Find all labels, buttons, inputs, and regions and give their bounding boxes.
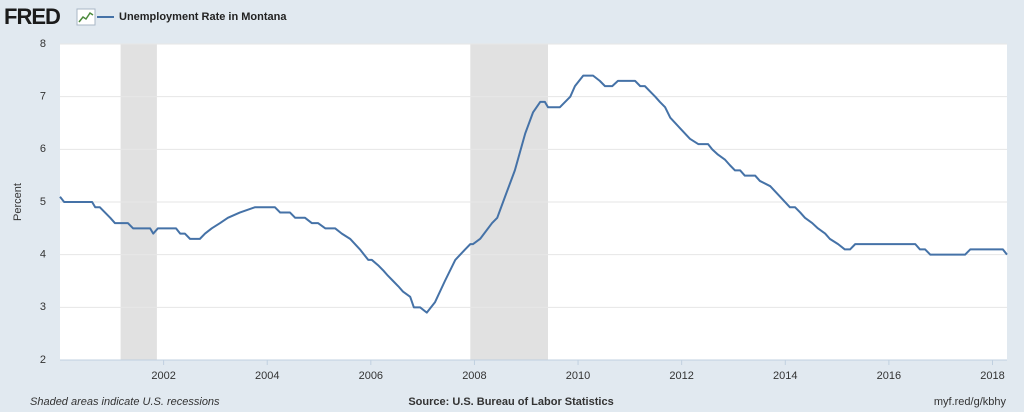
x-tick-label: 2012 — [669, 370, 693, 382]
y-tick-label: 8 — [40, 38, 46, 50]
y-tick-label: 7 — [40, 91, 46, 103]
legend-label: Unemployment Rate in Montana — [119, 11, 287, 23]
footnote: Shaded areas indicate U.S. recessions — [30, 396, 220, 408]
x-tick-label: 2004 — [255, 370, 279, 382]
y-axis-label: Percent — [12, 183, 24, 221]
x-tick-label: 2002 — [151, 370, 175, 382]
x-tick-label: 2010 — [566, 370, 590, 382]
data-line — [59, 74, 1008, 314]
y-tick-label: 5 — [40, 196, 46, 208]
x-tick-label: 2014 — [773, 370, 797, 382]
logo-icon — [76, 8, 96, 26]
logo: FRED — [4, 4, 60, 29]
x-tick-label: 2008 — [462, 370, 486, 382]
y-tick-label: 3 — [40, 301, 46, 313]
short-link[interactable]: myf.red/g/kbhy — [934, 396, 1007, 408]
x-tick-label: 2018 — [980, 370, 1004, 382]
y-tick-label: 4 — [40, 249, 46, 261]
y-tick-label: 2 — [40, 354, 46, 366]
x-tick-label: 2006 — [359, 370, 383, 382]
source: Source: U.S. Bureau of Labor Statistics — [408, 396, 613, 408]
x-tick-label: 2016 — [877, 370, 901, 382]
y-tick-label: 6 — [40, 143, 46, 155]
